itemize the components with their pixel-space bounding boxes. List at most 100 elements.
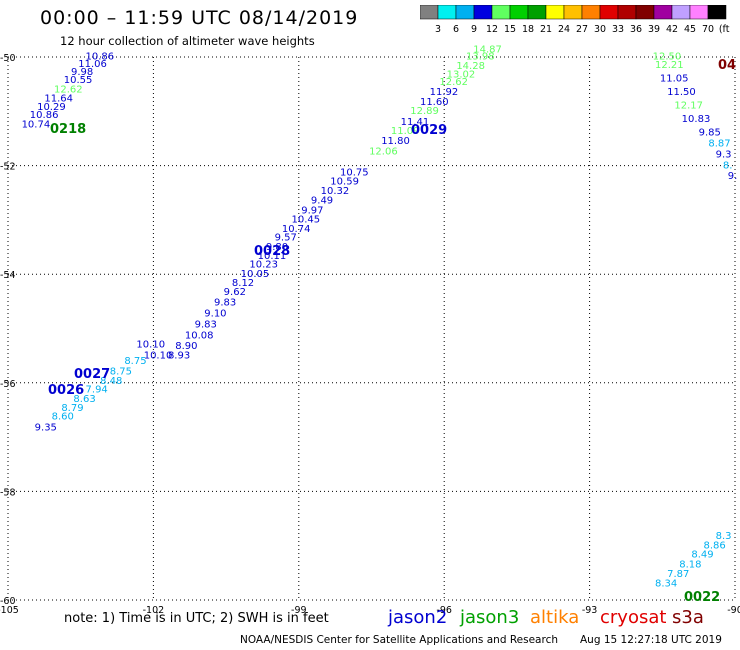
wave-height-value: 11.64 bbox=[44, 94, 73, 105]
wave-height-value: 12.50 bbox=[653, 52, 682, 63]
wave-height-value: 9.83 bbox=[214, 298, 236, 309]
wave-height-value: 7.94 bbox=[86, 385, 108, 396]
wave-height-value: 9.49 bbox=[311, 196, 333, 207]
track-time-label: 0026 bbox=[48, 383, 84, 398]
wave-height-value: 10.83 bbox=[682, 114, 711, 125]
wave-height-value: 8.49 bbox=[691, 550, 713, 561]
wave-height-value: 9.10 bbox=[204, 309, 226, 320]
wave-height-value: 10.75 bbox=[340, 167, 369, 178]
colorbar-tick-label: 15 bbox=[504, 24, 516, 35]
wave-height-value: 10.11 bbox=[258, 251, 287, 262]
wave-height-value: 9. bbox=[728, 171, 738, 182]
wave-height-value: 8. bbox=[723, 160, 733, 171]
wave-height-value: 10.86 bbox=[86, 52, 115, 63]
wave-height-value: 10.32 bbox=[321, 186, 350, 197]
wave-height-value: 11.09 bbox=[391, 126, 420, 137]
legend-item-altika: altika bbox=[530, 607, 580, 628]
x-tick-label: -105 bbox=[0, 605, 19, 616]
wave-height-value: 10.10 bbox=[136, 340, 165, 351]
legend-item-s3a: s3a bbox=[672, 607, 704, 628]
colorbar-tick-label: 45 bbox=[684, 24, 696, 35]
colorbar-tick-label: 3 bbox=[435, 24, 441, 35]
colorbar-tick-label: 36 bbox=[630, 24, 642, 35]
wave-height-value: 9.3 bbox=[716, 149, 732, 160]
wave-height-value: 11.50 bbox=[667, 87, 696, 98]
wave-height-value: 7.87 bbox=[667, 569, 689, 580]
wave-height-value: 14.87 bbox=[473, 45, 502, 56]
wave-height-value: 9.83 bbox=[195, 319, 217, 330]
wave-height-value: 11.92 bbox=[430, 87, 459, 98]
wave-height-value: 10.74 bbox=[22, 120, 51, 131]
colorbar-tick-label: 18 bbox=[522, 24, 534, 35]
wave-height-value: 8.75 bbox=[124, 356, 146, 367]
wave-height-value: 12.62 bbox=[54, 84, 83, 95]
wave-height-value: 8.87 bbox=[708, 139, 730, 150]
wave-height-value: 10.86 bbox=[30, 110, 59, 121]
wave-height-value: 9.62 bbox=[224, 287, 246, 298]
timestamp-text: Aug 15 12:27:18 UTC 2019 bbox=[580, 634, 722, 646]
wave-height-value: 11.41 bbox=[401, 117, 430, 128]
wave-height-value: 8.90 bbox=[175, 341, 197, 352]
y-tick-label: -58 bbox=[0, 487, 16, 498]
x-tick-label: -90 bbox=[727, 605, 740, 616]
credit-text: NOAA/NESDIS Center for Satellite Applica… bbox=[240, 634, 558, 646]
colorbar-tick-label: 21 bbox=[540, 24, 552, 35]
wave-height-value: 10.23 bbox=[249, 260, 278, 271]
wave-height-value: 10.05 bbox=[241, 269, 270, 280]
y-tick-label: -56 bbox=[0, 379, 16, 390]
track-time-label: 0028 bbox=[254, 244, 290, 259]
wave-height-value: 9.35 bbox=[35, 423, 57, 434]
legend-item-jason2: jason2 bbox=[388, 607, 448, 628]
wave-height-value: 9.85 bbox=[699, 128, 721, 139]
colorbar-tick-label: 12 bbox=[486, 24, 498, 35]
wave-height-value: 10.45 bbox=[292, 215, 321, 226]
wave-height-value: 8.93 bbox=[168, 350, 190, 361]
wave-height-value: 9.98 bbox=[71, 67, 93, 78]
wave-height-value: 8.18 bbox=[679, 559, 701, 570]
y-tick-label: -52 bbox=[0, 162, 16, 173]
colorbar-tick-label: 27 bbox=[576, 24, 588, 35]
wave-height-value: 10.10 bbox=[144, 350, 173, 361]
wave-height-value: 8.34 bbox=[655, 578, 677, 589]
colorbar-tick-label: 9 bbox=[471, 24, 477, 35]
colorbar-tick-label: 30 bbox=[594, 24, 606, 35]
wave-height-value: 14.28 bbox=[456, 61, 485, 72]
wave-height-value: 11.06 bbox=[78, 59, 107, 70]
track-time-label: 0029 bbox=[411, 123, 447, 138]
colorbar-tick-label: 70 bbox=[702, 24, 714, 35]
wave-height-value: 13.98 bbox=[466, 52, 495, 63]
wave-height-value: 13.02 bbox=[447, 70, 476, 81]
y-tick-label: -50 bbox=[0, 53, 16, 64]
wave-height-value: 10.74 bbox=[282, 224, 311, 235]
wave-height-value: 8.75 bbox=[110, 367, 132, 378]
wave-height-value: 8.3 bbox=[716, 531, 732, 542]
wave-height-value: 8.63 bbox=[73, 394, 95, 405]
track-time-label: 0218 bbox=[50, 122, 86, 137]
wave-height-value: 8.48 bbox=[100, 376, 122, 387]
wave-height-value: 10.55 bbox=[64, 75, 93, 86]
legend-item-cryosat: cryosat bbox=[600, 607, 667, 628]
wave-height-value: 11.60 bbox=[420, 97, 449, 108]
x-tick-label: -93 bbox=[582, 605, 598, 616]
wave-height-value: 10.08 bbox=[185, 330, 214, 341]
colorbar-swatch bbox=[707, 5, 727, 20]
colorbar-tick-label: 6 bbox=[453, 24, 459, 35]
wave-height-value: 12.06 bbox=[369, 147, 398, 158]
track-time-label: 0022 bbox=[684, 590, 720, 605]
x-tick-label: -96 bbox=[436, 605, 452, 616]
y-tick-label: -60 bbox=[0, 596, 16, 607]
track-time-label: 0027 bbox=[74, 367, 110, 382]
wave-height-value: 10.59 bbox=[330, 177, 359, 188]
wave-height-value: 8.12 bbox=[232, 278, 254, 289]
wave-height-value: 8.60 bbox=[52, 412, 74, 423]
plot-subtitle: 12 hour collection of altimeter wave hei… bbox=[60, 34, 315, 48]
wave-height-value: 9.57 bbox=[275, 233, 297, 244]
plot-title: 00:00 – 11:59 UTC 08/14/2019 bbox=[40, 7, 359, 29]
colorbar-tick-label: 42 bbox=[666, 24, 678, 35]
colorbar-tick-label: 33 bbox=[612, 24, 624, 35]
wave-height-value: 12.21 bbox=[655, 60, 684, 71]
wave-height-value: 10.29 bbox=[37, 102, 66, 113]
colorbar-tick-label: 24 bbox=[558, 24, 570, 35]
footer-note: note: 1) Time is in UTC; 2) SWH is in fe… bbox=[64, 611, 329, 626]
